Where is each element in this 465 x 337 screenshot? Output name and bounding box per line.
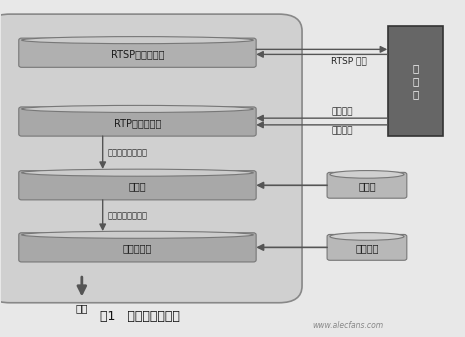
Text: RTSP 响应: RTSP 响应 bbox=[331, 56, 367, 65]
FancyBboxPatch shape bbox=[19, 38, 256, 67]
Ellipse shape bbox=[21, 231, 253, 238]
Ellipse shape bbox=[330, 233, 404, 240]
Text: 解码器: 解码器 bbox=[358, 181, 376, 191]
Ellipse shape bbox=[330, 171, 404, 178]
FancyBboxPatch shape bbox=[388, 26, 443, 136]
Text: 媒体同步: 媒体同步 bbox=[355, 243, 379, 253]
FancyBboxPatch shape bbox=[0, 14, 302, 303]
Text: 视频数据: 视频数据 bbox=[331, 108, 352, 117]
Ellipse shape bbox=[21, 37, 253, 44]
Text: 显示播放层: 显示播放层 bbox=[123, 244, 152, 254]
FancyBboxPatch shape bbox=[327, 235, 407, 260]
FancyBboxPatch shape bbox=[19, 171, 256, 200]
Text: 解码后的一帧数据: 解码后的一帧数据 bbox=[107, 211, 147, 220]
FancyBboxPatch shape bbox=[19, 107, 256, 136]
FancyBboxPatch shape bbox=[327, 172, 407, 198]
Ellipse shape bbox=[21, 105, 253, 113]
Text: www.alecfans.com: www.alecfans.com bbox=[313, 320, 384, 330]
Text: 服
务
器: 服 务 器 bbox=[412, 63, 419, 99]
Text: 用户: 用户 bbox=[76, 303, 88, 313]
Text: RTP数据传输层: RTP数据传输层 bbox=[114, 118, 161, 128]
Ellipse shape bbox=[21, 169, 253, 176]
Text: RTSP会话控制层: RTSP会话控制层 bbox=[111, 49, 164, 59]
Text: 解码前的一帧数据: 解码前的一帧数据 bbox=[107, 148, 147, 157]
Text: 图1   播放器结构层次: 图1 播放器结构层次 bbox=[100, 310, 179, 323]
Text: 音频数据: 音频数据 bbox=[331, 127, 352, 135]
Text: 解码层: 解码层 bbox=[129, 182, 146, 191]
FancyBboxPatch shape bbox=[19, 233, 256, 262]
